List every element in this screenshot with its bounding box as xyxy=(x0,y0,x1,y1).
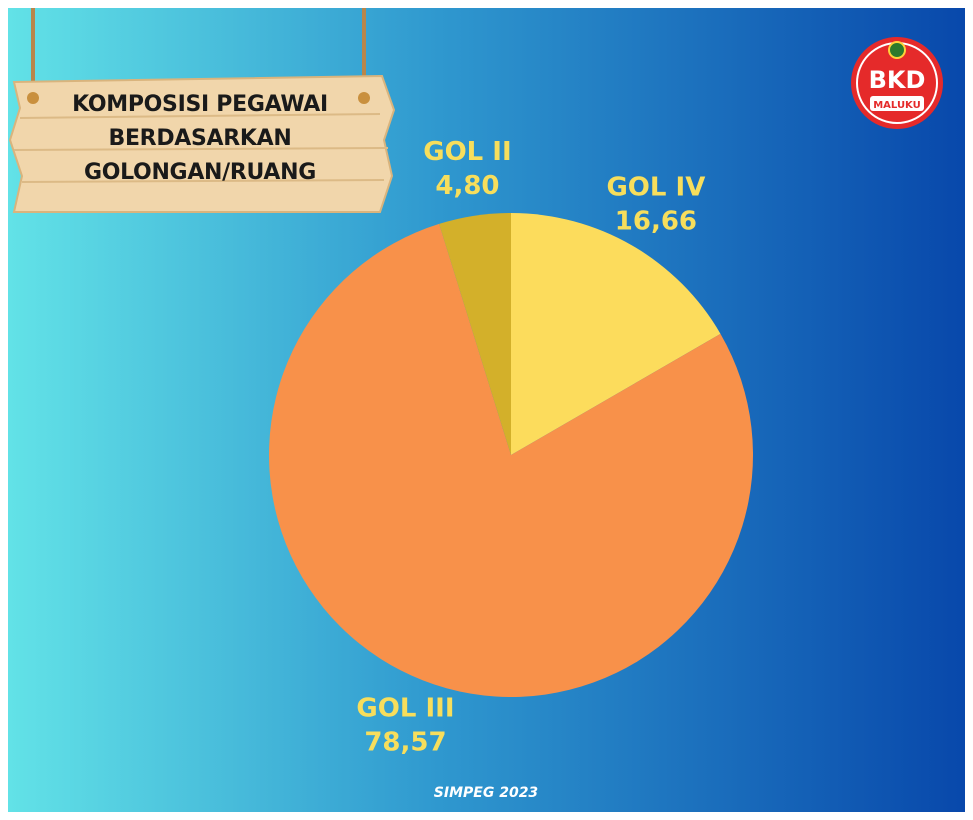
logo: BKD MALUKU xyxy=(851,37,943,129)
slice-label: GOL III xyxy=(356,694,454,724)
pie-slice xyxy=(439,213,511,455)
data-label: 78,57 xyxy=(364,728,446,758)
slice-label: GOL IV xyxy=(606,172,705,202)
chart-title: KOMPOSISI PEGAWAI BERDASARKAN GOLONGAN/R… xyxy=(72,92,328,185)
data-label: 4,80 xyxy=(435,171,499,201)
pie-slice xyxy=(511,213,721,455)
logo-text: BKD xyxy=(869,66,926,94)
title-board xyxy=(8,8,396,213)
pie-slice xyxy=(268,223,753,698)
footer: SIMPEG 2023 xyxy=(434,785,538,801)
data-label: 16,66 xyxy=(615,206,697,236)
logo-subtext: MALUKU xyxy=(873,100,921,111)
slice-label: GOL II xyxy=(423,137,511,167)
